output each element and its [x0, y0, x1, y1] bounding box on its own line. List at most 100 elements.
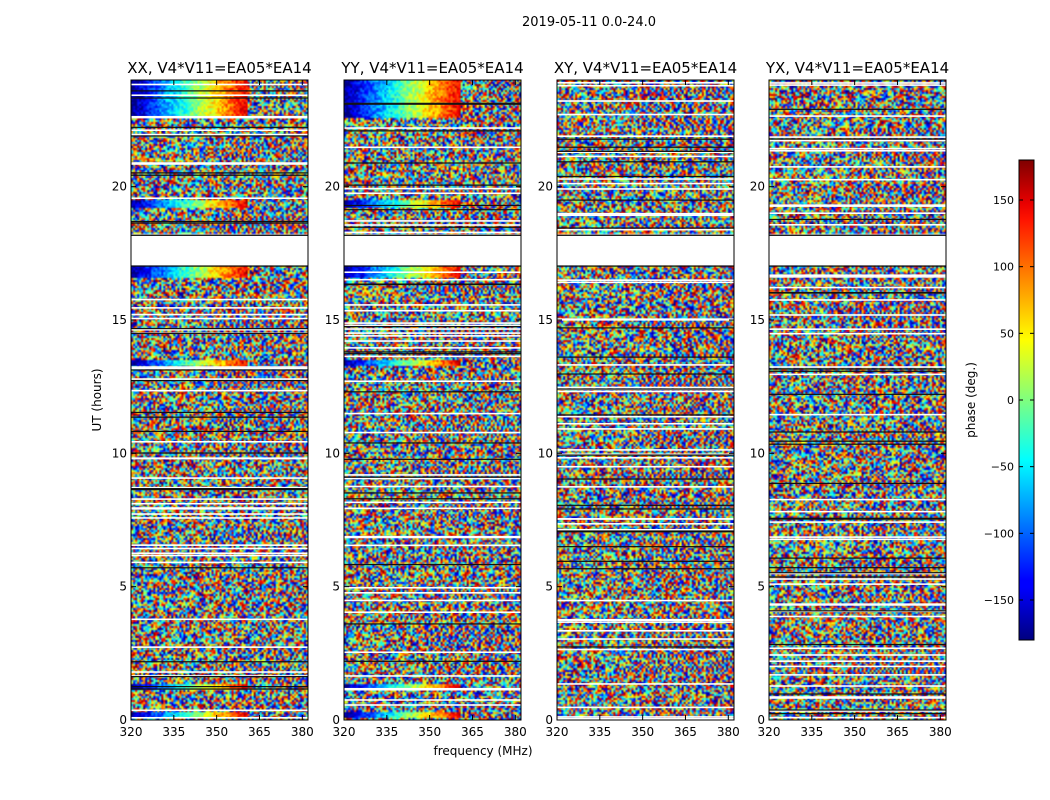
flagged-row	[769, 332, 946, 335]
flagged-row	[344, 477, 521, 480]
flagged-row	[557, 279, 734, 281]
gap-edge	[557, 265, 734, 267]
scan-boundary	[344, 492, 521, 494]
flagged-row	[557, 151, 734, 153]
flagged-row	[344, 485, 521, 488]
flagged-row	[557, 638, 734, 640]
colorbar: −150 −100 −50 0 50 100 150 phase (deg.)	[964, 159, 1035, 641]
panel-frame	[343, 79, 522, 721]
flagged-row	[557, 486, 734, 488]
scan-boundary	[557, 356, 734, 358]
panel-yy: YY, V4*V11=EA05*EA14 320 335 350 365 380 0 5 10 1…	[325, 59, 527, 739]
scan-boundary	[344, 283, 521, 286]
flagged-row	[131, 498, 308, 500]
panel-yx: YX, V4*V11=EA05*EA14 320 335 350 365 380 0 5 10 1…	[750, 59, 952, 739]
scan-boundary	[344, 563, 521, 566]
x-tick-label: 320	[120, 725, 143, 739]
colorbar-tick-label: −150	[984, 594, 1014, 607]
flagged-row	[557, 428, 734, 430]
scan-boundary	[557, 388, 734, 390]
flagged-row	[557, 155, 734, 158]
flagged-row	[769, 178, 946, 181]
flagged-row	[131, 517, 308, 519]
flagged-row	[131, 366, 308, 368]
flagged-row	[131, 457, 308, 459]
gap-edge	[557, 234, 734, 236]
scan-boundary	[131, 411, 308, 414]
scan-boundary	[769, 443, 946, 445]
flagged-row	[131, 440, 308, 443]
flagged-row	[557, 84, 734, 87]
x-tick-label: 350	[205, 725, 228, 739]
x-tick-label: 350	[631, 725, 654, 739]
flagged-row	[344, 127, 521, 129]
flagged-row	[769, 696, 946, 698]
scan-boundary	[557, 227, 734, 229]
flagged-row	[344, 431, 521, 434]
flagged-row	[344, 412, 521, 415]
x-tick-label: 335	[375, 725, 398, 739]
flagged-row	[769, 82, 946, 84]
flagged-row	[344, 335, 521, 337]
flagged-row	[557, 415, 734, 418]
scan-boundary	[769, 576, 946, 578]
flagged-row	[769, 716, 946, 719]
flagged-row	[769, 328, 946, 330]
x-tick-label: 335	[588, 725, 611, 739]
x-tick-label: 320	[546, 725, 569, 739]
scan-boundary	[131, 222, 308, 224]
scan-boundary	[557, 199, 734, 201]
x-tick-label: 350	[843, 725, 866, 739]
x-tick-label: 365	[886, 725, 909, 739]
scan-boundary	[131, 567, 308, 569]
y-tick-label: 15	[538, 313, 553, 327]
scan-boundary	[769, 643, 946, 646]
flagged-row	[557, 386, 734, 389]
flagged-row	[557, 683, 734, 685]
flagged-row	[131, 162, 308, 164]
flagged-row	[344, 380, 521, 383]
flagged-row	[769, 373, 946, 376]
scan-boundary	[131, 379, 308, 382]
flagged-row	[131, 675, 308, 677]
flagged-row	[557, 228, 734, 231]
scan-boundary	[344, 325, 521, 328]
flagged-row	[131, 378, 308, 380]
flagged-row	[557, 100, 734, 102]
x-tick-label: 380	[504, 725, 527, 739]
scan-boundary	[131, 220, 308, 223]
flagged-row	[769, 697, 946, 699]
scan-boundary	[769, 431, 946, 433]
flagged-row	[344, 322, 521, 324]
x-tick-label: 365	[674, 725, 697, 739]
scan-boundary	[344, 353, 521, 355]
flagged-row	[344, 328, 521, 330]
flagged-row	[769, 147, 946, 150]
x-tick-label: 335	[162, 725, 185, 739]
flagged-row	[344, 544, 521, 547]
scan-boundary	[769, 440, 946, 442]
flagged-row	[769, 498, 946, 501]
flagged-row	[131, 307, 308, 309]
scan-boundary	[131, 686, 308, 688]
scan-boundary	[769, 482, 946, 485]
y-tick-label: 10	[112, 446, 127, 460]
flagged-row	[344, 340, 521, 342]
y-tick-label: 20	[325, 180, 340, 194]
scan-boundary	[769, 567, 946, 569]
panel-frame	[768, 79, 947, 721]
scan-boundary	[557, 508, 734, 510]
scan-boundary	[344, 184, 521, 186]
flagged-row	[131, 163, 308, 165]
y-tick-label: 10	[750, 446, 765, 460]
scan-boundary	[131, 172, 308, 174]
flagged-row	[769, 510, 946, 513]
y-tick-label: 10	[325, 446, 340, 460]
flagged-row	[769, 136, 946, 138]
scan-boundary	[131, 488, 308, 491]
flagged-row	[557, 281, 734, 284]
y-tick-label: 5	[119, 580, 127, 594]
scan-boundary	[557, 546, 734, 548]
scan-boundary	[557, 161, 734, 163]
